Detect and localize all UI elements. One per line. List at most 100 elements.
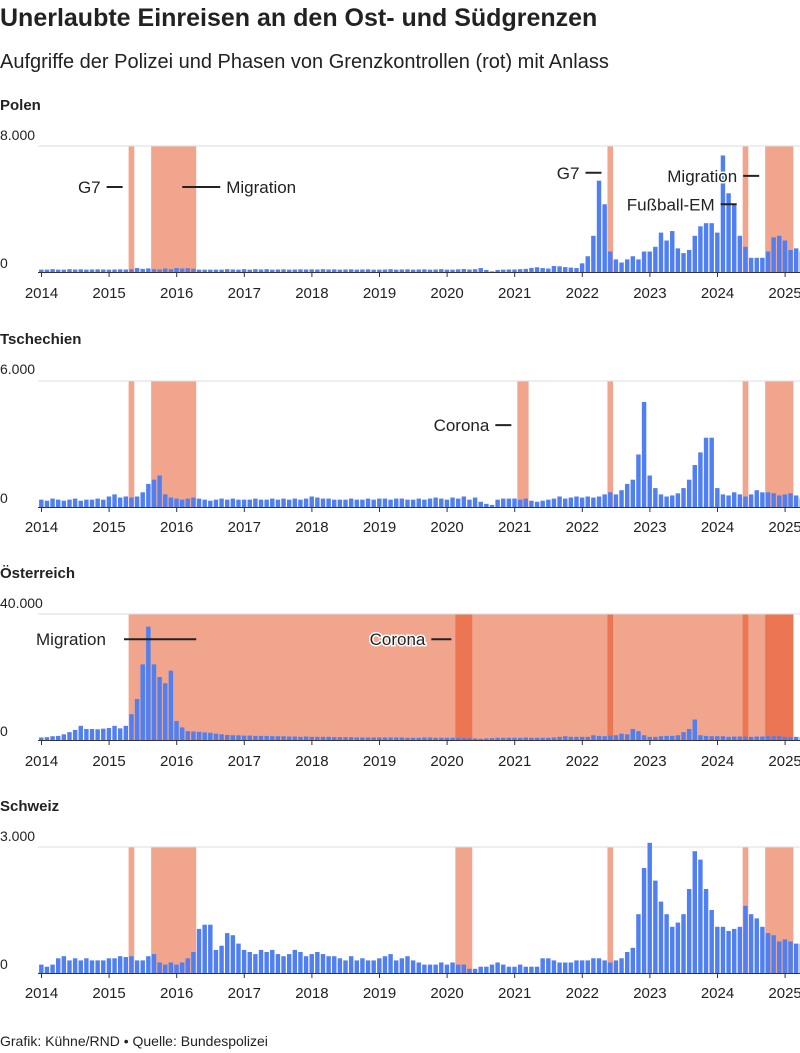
bar [686, 728, 692, 740]
bar [95, 269, 100, 272]
bar [179, 268, 185, 272]
bar [84, 728, 89, 740]
bar [315, 952, 320, 973]
bar [185, 958, 190, 973]
bar [236, 735, 241, 740]
bar [354, 737, 359, 740]
bar [455, 269, 461, 272]
bar [720, 494, 726, 507]
bar [405, 499, 410, 507]
x-tick-label: 2025 [768, 285, 800, 302]
bar [410, 499, 416, 507]
bar [286, 954, 292, 973]
bar [134, 496, 140, 507]
bar [365, 498, 371, 507]
bar [270, 269, 275, 272]
x-tick-label: 2018 [295, 753, 328, 770]
bar [241, 269, 247, 272]
bar [495, 737, 500, 740]
bar [748, 914, 754, 973]
bar [377, 737, 382, 740]
bar [140, 492, 145, 507]
bar [461, 269, 467, 272]
bar [61, 269, 67, 272]
bar [568, 962, 574, 973]
bar [788, 737, 793, 740]
bar [320, 736, 326, 740]
bar [382, 956, 388, 973]
bar [472, 968, 478, 973]
bar [602, 494, 607, 507]
bar [709, 437, 714, 507]
bar [517, 737, 523, 740]
bar [489, 738, 495, 740]
bar [309, 954, 314, 973]
bar [185, 731, 190, 740]
y-tick-label: 40.000 [0, 595, 43, 611]
bar [461, 737, 467, 740]
bar [422, 964, 427, 973]
bar [89, 728, 95, 740]
bar [698, 226, 703, 272]
bar [613, 960, 619, 973]
bar [320, 954, 326, 973]
bar [720, 155, 726, 272]
control-band [128, 847, 135, 973]
bar [760, 257, 765, 272]
x-tick-label: 2017 [228, 285, 261, 302]
bar [461, 496, 467, 507]
bar [686, 479, 692, 507]
bar [208, 732, 213, 740]
bar [230, 935, 236, 973]
bar [743, 736, 748, 740]
bar [157, 962, 162, 973]
bar [715, 488, 720, 507]
bar [264, 499, 269, 507]
bar [641, 251, 647, 272]
bar [174, 268, 179, 272]
bar [540, 958, 545, 973]
bar [602, 204, 607, 272]
x-tick-label: 2014 [25, 985, 58, 1002]
x-tick-label: 2019 [363, 753, 396, 770]
bar [394, 269, 399, 272]
bar [596, 496, 602, 507]
bar [202, 732, 207, 740]
bar [230, 269, 236, 272]
bar [39, 964, 44, 973]
bar [653, 488, 658, 507]
bar [748, 494, 754, 507]
bar [557, 496, 562, 507]
bar [371, 269, 376, 272]
bar [44, 269, 50, 272]
x-tick-label: 2015 [92, 985, 125, 1002]
bar [765, 492, 771, 507]
bar [67, 732, 72, 740]
bar [253, 954, 258, 973]
bar [253, 735, 258, 740]
bar [371, 737, 376, 740]
bar [123, 496, 129, 507]
bar [433, 497, 438, 507]
bar [230, 498, 236, 507]
bar [641, 735, 647, 740]
source-footer: Grafik: Kühne/RND • Quelle: Bundespolize… [0, 1033, 268, 1049]
control-band [151, 146, 197, 272]
bar [619, 958, 624, 973]
bar [760, 492, 765, 507]
x-tick-label: 2016 [160, 519, 193, 536]
bar [692, 465, 697, 507]
bar [213, 269, 219, 272]
bar [653, 880, 658, 973]
annotation-label: Migration [226, 178, 296, 197]
x-tick-label: 2022 [566, 985, 599, 1002]
bar [95, 498, 100, 507]
bar [546, 958, 551, 973]
bar [185, 268, 190, 272]
x-tick-label: 2025 [768, 519, 800, 536]
bar [303, 956, 309, 973]
x-tick-label: 2023 [633, 753, 666, 770]
bar [517, 269, 523, 272]
bar [95, 960, 100, 973]
bar [523, 966, 528, 973]
